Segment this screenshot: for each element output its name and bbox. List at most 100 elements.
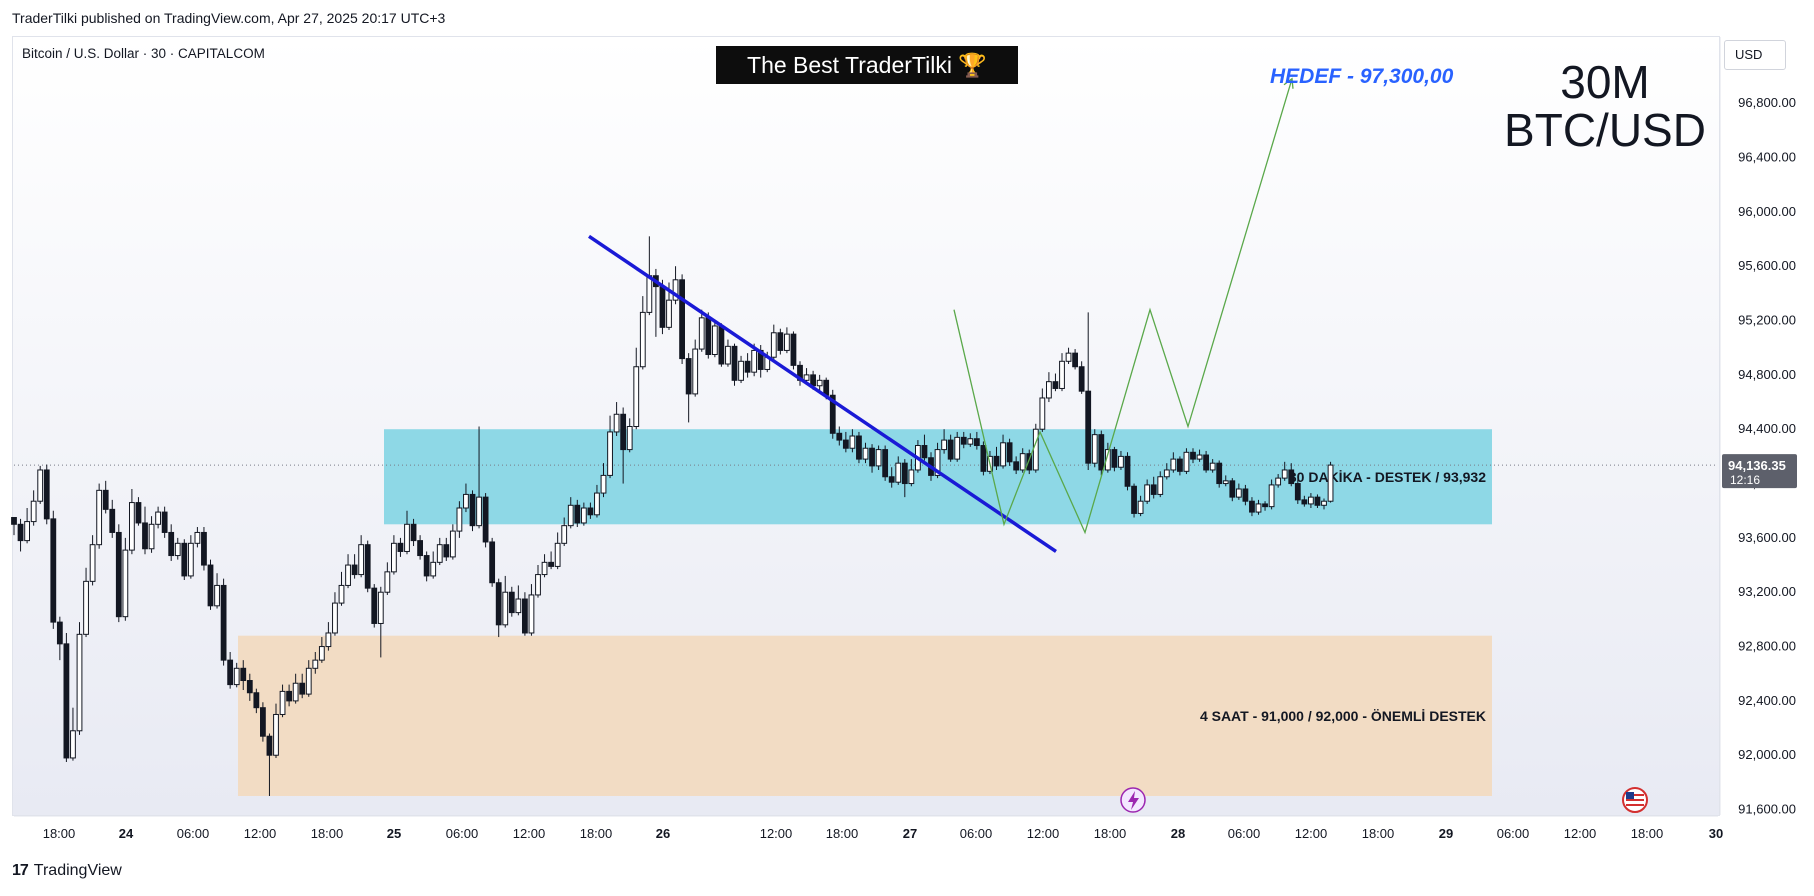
candle bbox=[63, 632, 70, 763]
price-projection-path[interactable] bbox=[953, 78, 1293, 535]
y-tick-label: 93,600.00 bbox=[1738, 530, 1796, 545]
projection-arrowhead-icon bbox=[1283, 77, 1294, 89]
candle bbox=[1163, 463, 1170, 480]
x-tick-label: 18:00 bbox=[1362, 826, 1395, 841]
candle bbox=[11, 517, 17, 536]
y-tick-label: 94,400.00 bbox=[1738, 421, 1796, 436]
candle bbox=[711, 320, 718, 358]
candle bbox=[541, 554, 548, 578]
candle bbox=[515, 585, 522, 616]
candle bbox=[639, 296, 646, 370]
footer-brand[interactable]: 17 TradingView bbox=[12, 862, 122, 880]
candle bbox=[1046, 372, 1052, 403]
candle bbox=[626, 418, 633, 453]
candle bbox=[1124, 452, 1131, 491]
drawings-layer: HEDEF - 97,300,00 bbox=[588, 65, 1454, 553]
candle bbox=[1249, 497, 1255, 517]
descending-trendline[interactable] bbox=[588, 234, 1057, 553]
candle bbox=[1203, 450, 1209, 473]
x-tick-label: 26 bbox=[656, 826, 670, 841]
candle bbox=[17, 518, 24, 552]
x-tick-label: 06:00 bbox=[1497, 826, 1530, 841]
candle bbox=[436, 537, 443, 566]
y-axis: 96,800.00 96,400.00 96,000.00 95,600.00 95,2… bbox=[1719, 37, 1797, 817]
y-tick-label: 96,000.00 bbox=[1738, 204, 1796, 219]
candle bbox=[973, 431, 980, 450]
x-tick-label: 12:00 bbox=[760, 826, 793, 841]
candle bbox=[1255, 499, 1262, 515]
candle bbox=[1085, 312, 1092, 470]
candle bbox=[594, 484, 600, 518]
candle bbox=[1222, 475, 1229, 487]
candles-layer bbox=[11, 236, 1334, 796]
x-tick-label: 24 bbox=[119, 826, 134, 841]
candle bbox=[489, 537, 496, 587]
candle bbox=[1111, 446, 1118, 472]
candle bbox=[1177, 456, 1183, 476]
x-tick-label: 18:00 bbox=[580, 826, 613, 841]
candle bbox=[43, 464, 50, 525]
candle bbox=[580, 502, 587, 526]
candle bbox=[273, 703, 279, 758]
candle bbox=[260, 702, 266, 742]
x-tick-label: 18:00 bbox=[1631, 826, 1664, 841]
candle bbox=[980, 441, 987, 476]
symbol-title[interactable]: Bitcoin / U.S. Dollar · 30 · CAPITALCOM bbox=[22, 46, 265, 61]
y-tick-label: 95,600.00 bbox=[1738, 258, 1796, 273]
candle bbox=[895, 456, 902, 485]
candle bbox=[869, 444, 875, 473]
candle bbox=[1288, 463, 1295, 487]
candle bbox=[1019, 448, 1026, 473]
target-label: HEDEF - 97,300,00 bbox=[1270, 65, 1454, 88]
candle bbox=[430, 551, 437, 579]
x-tick-label: 12:00 bbox=[244, 826, 277, 841]
candle bbox=[89, 535, 96, 586]
candle bbox=[816, 374, 823, 393]
candle bbox=[1150, 476, 1157, 499]
candle bbox=[1196, 449, 1203, 462]
candle bbox=[240, 660, 247, 691]
candle bbox=[1170, 452, 1177, 473]
candle bbox=[1242, 484, 1249, 506]
y-tick-label: 92,800.00 bbox=[1738, 639, 1796, 654]
candle bbox=[836, 426, 843, 446]
candle bbox=[672, 266, 679, 305]
support-zone-4h[interactable] bbox=[238, 635, 1492, 796]
candle bbox=[522, 592, 528, 636]
candle bbox=[941, 429, 948, 454]
candle bbox=[318, 637, 325, 663]
candle bbox=[417, 535, 424, 560]
candle bbox=[1229, 478, 1236, 502]
candle bbox=[574, 499, 581, 528]
event-lightning-icon[interactable] bbox=[1120, 787, 1146, 813]
candle bbox=[194, 527, 201, 548]
candle bbox=[829, 389, 836, 439]
candle bbox=[76, 622, 83, 735]
candle bbox=[620, 407, 627, 484]
y-tick-label: 94,800.00 bbox=[1738, 367, 1796, 382]
candle bbox=[377, 586, 384, 658]
candle bbox=[797, 361, 803, 386]
candle bbox=[404, 510, 410, 555]
candle bbox=[633, 347, 640, 430]
candle bbox=[122, 537, 129, 621]
candle bbox=[161, 506, 168, 538]
candle bbox=[115, 524, 122, 623]
candle bbox=[332, 592, 338, 636]
candle bbox=[338, 571, 345, 606]
candle bbox=[70, 707, 76, 761]
candle bbox=[174, 537, 181, 560]
currency-button[interactable]: USD bbox=[1724, 40, 1786, 70]
x-tick-label: 06:00 bbox=[960, 826, 993, 841]
candle bbox=[567, 497, 574, 529]
us-flag-event-icon[interactable] bbox=[1622, 787, 1648, 813]
candle bbox=[1281, 461, 1288, 481]
candle bbox=[731, 343, 738, 386]
candle bbox=[253, 688, 260, 714]
x-tick-label: 12:00 bbox=[1295, 826, 1328, 841]
candle bbox=[135, 497, 142, 526]
candle bbox=[528, 584, 535, 636]
candle bbox=[201, 527, 207, 571]
x-tick-label: 29 bbox=[1439, 826, 1453, 841]
